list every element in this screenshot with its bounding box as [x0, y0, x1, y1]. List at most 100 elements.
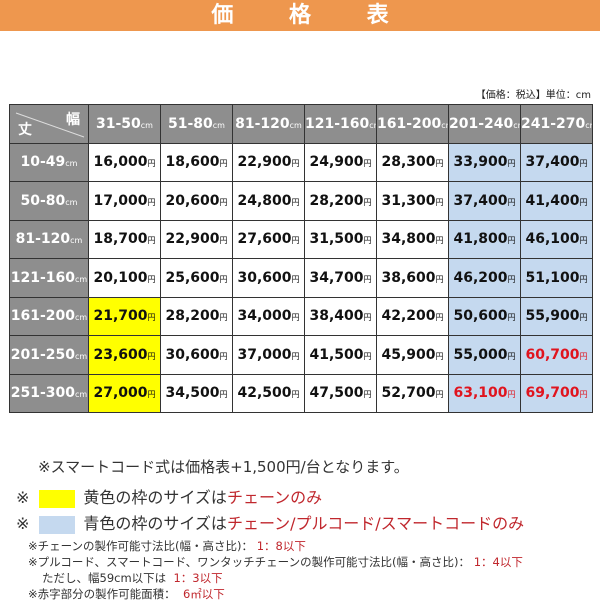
unit-label: cm: [75, 390, 88, 400]
unit-note: 【価格：税込】単位：cm: [475, 90, 591, 101]
currency-label: 円: [435, 274, 444, 284]
price-value: 20,100: [93, 269, 148, 286]
price-value: 55,000: [453, 346, 508, 363]
column-label: 51-80: [168, 115, 213, 132]
price-cell: 20,100円: [88, 258, 161, 298]
price-cell: 45,900円: [376, 335, 449, 375]
price-value: 69,700: [525, 385, 580, 402]
price-cell: 41,800円: [448, 219, 521, 259]
table-row: 10-49cm 16,000円 18,600円 22,900円 24,900円 28,30…: [9, 142, 593, 182]
blue-note: ※ 青色の枠のサイズはチェーン/プルコード/スマートコードのみ: [16, 510, 524, 534]
currency-label: 円: [363, 274, 372, 284]
row-label: 10-49: [20, 154, 66, 171]
price-value: 52,700: [381, 385, 436, 402]
currency-label: 円: [363, 313, 372, 323]
price-cell: 27,600円: [232, 219, 305, 259]
currency-label: 円: [435, 197, 444, 207]
column-label: 81-120: [235, 115, 290, 132]
price-cell: 30,600円: [160, 335, 233, 375]
column-header: 201-240cm: [448, 104, 521, 144]
price-cell: 51,100円: [520, 258, 593, 298]
blue-note-red: チェーン/プルコード/スマートコードのみ: [226, 514, 525, 533]
price-value: 34,800: [381, 231, 436, 248]
price-cell: 38,400円: [304, 296, 377, 336]
price-value: 41,400: [525, 192, 580, 209]
currency-label: 円: [219, 274, 228, 284]
row-header: 50-80cm: [9, 181, 89, 221]
currency-label: 円: [435, 236, 444, 246]
currency-label: 円: [435, 351, 444, 361]
price-cell: 55,000円: [448, 335, 521, 375]
table-row: 251-300cm 27,000円 34,500円 42,500円 47,500円 52,…: [9, 373, 593, 413]
unit-label: cm: [140, 120, 153, 130]
price-cell: 34,500円: [160, 373, 233, 413]
price-cell: 47,500円: [304, 373, 377, 413]
currency-label: 円: [219, 351, 228, 361]
currency-label: 円: [579, 274, 588, 284]
price-value: 16,000: [93, 154, 148, 171]
currency-label: 円: [507, 159, 516, 169]
column-header: 31-50cm: [88, 104, 161, 144]
yellow-note: ※ 黄色の枠のサイズはチェーンのみ: [16, 484, 322, 508]
currency-label: 円: [219, 236, 228, 246]
price-cell: 34,800円: [376, 219, 449, 259]
currency-label: 円: [579, 390, 588, 400]
price-value: 37,000: [237, 346, 292, 363]
price-value: 23,600: [93, 346, 148, 363]
price-value: 28,300: [381, 154, 436, 171]
currency-label: 円: [291, 390, 300, 400]
price-value: 27,600: [237, 231, 292, 248]
price-value: 24,800: [237, 192, 292, 209]
price-value: 34,700: [309, 269, 364, 286]
yellow-swatch: [39, 489, 76, 508]
price-value: 37,400: [525, 154, 580, 171]
row-label: 161-200: [10, 308, 76, 325]
price-cell: 25,600円: [160, 258, 233, 298]
table-row: 161-200cm 21,700円 28,200円 34,000円 38,400円 42,…: [9, 296, 593, 336]
price-value: 31,300: [381, 192, 436, 209]
currency-label: 円: [363, 351, 372, 361]
currency-label: 円: [363, 236, 372, 246]
currency-label: 円: [579, 236, 588, 246]
price-cell: 42,200円: [376, 296, 449, 336]
price-value: 31,500: [309, 231, 364, 248]
mark: ※: [16, 488, 30, 507]
price-cell: 22,900円: [160, 219, 233, 259]
price-value: 22,900: [165, 231, 220, 248]
price-cell: 34,000円: [232, 296, 305, 336]
narrow-text: ただし、幅59cm以下は: [42, 571, 167, 585]
currency-label: 円: [291, 313, 300, 323]
width-label: 幅: [66, 112, 80, 128]
row-label: 50-80: [20, 192, 66, 209]
price-value: 27,000: [93, 385, 148, 402]
currency-label: 円: [507, 236, 516, 246]
currency-label: 円: [507, 313, 516, 323]
price-value: 18,600: [165, 154, 220, 171]
price-value: 25,600: [165, 269, 220, 286]
currency-label: 円: [363, 197, 372, 207]
price-cell: 46,100円: [520, 219, 593, 259]
currency-label: 円: [147, 351, 156, 361]
price-value: 50,600: [453, 308, 508, 325]
mark: ※: [16, 514, 30, 533]
price-value: 28,200: [165, 308, 220, 325]
currency-label: 円: [147, 236, 156, 246]
price-value: 22,900: [237, 154, 292, 171]
column-header: 161-200cm: [376, 104, 449, 144]
currency-label: 円: [579, 197, 588, 207]
pull-ratio-text: ※プルコード、スマートコード、ワンタッチチェーンの製作可能寸法比(幅・高さ比)：: [28, 555, 471, 569]
price-value: 24,900: [309, 154, 364, 171]
row-header: 121-160cm: [9, 258, 89, 298]
column-label: 241-270: [521, 115, 586, 132]
price-value: 55,900: [525, 308, 580, 325]
price-cell: 28,200円: [160, 296, 233, 336]
price-cell: 16,000円: [88, 142, 161, 182]
currency-label: 円: [507, 274, 516, 284]
price-cell: 20,600円: [160, 181, 233, 221]
price-cell: 52,700円: [376, 373, 449, 413]
unit-label: cm: [513, 120, 519, 130]
unit-label: cm: [75, 274, 88, 284]
price-value: 30,600: [237, 269, 292, 286]
price-cell: 17,000円: [88, 181, 161, 221]
price-value: 51,100: [525, 269, 580, 286]
